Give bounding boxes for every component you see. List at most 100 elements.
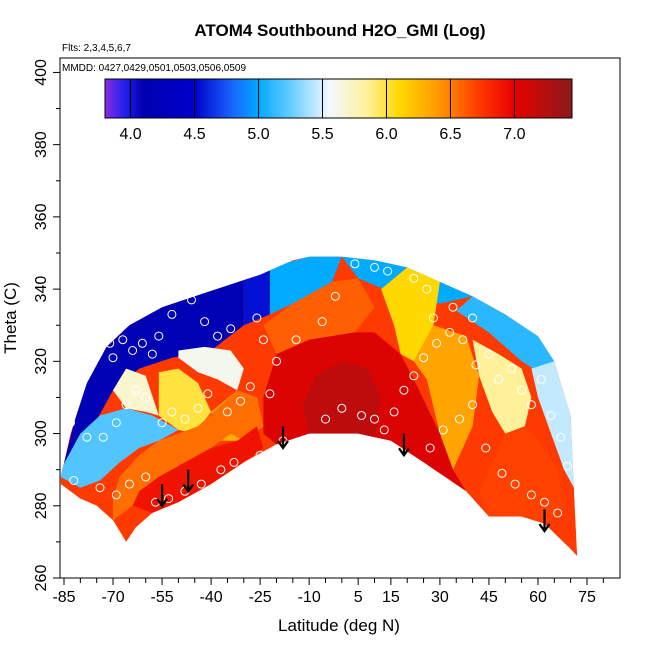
y-tick-label-6: 380 [33, 131, 50, 158]
sample-circle-31 [82, 432, 92, 442]
sample-circle-42 [222, 407, 232, 417]
heatmap-region-7 [178, 346, 244, 391]
sample-circle-44 [245, 382, 255, 392]
colorbar-tick-label-3: 5.5 [311, 126, 333, 143]
y-tick-label-7: 400 [33, 59, 50, 86]
heatmap-region-19 [302, 361, 382, 438]
colorbar-gradient [104, 78, 573, 119]
annotation-arrow-0 [156, 484, 168, 508]
sample-circle-40 [193, 403, 203, 413]
sample-circle-30 [66, 418, 75, 428]
sample-circle-22 [350, 259, 360, 269]
annotation-arrow-4 [538, 509, 551, 533]
sample-circle-86 [497, 468, 507, 478]
x-tick-label-0: -85 [52, 589, 75, 606]
chart-title: ATOM4 Southbound H2O_GMI (Log) [194, 21, 485, 40]
sample-circle-60 [337, 403, 347, 413]
sample-circle-28 [448, 302, 458, 312]
sample-circle-29 [468, 313, 478, 323]
heatmap-region-2 [269, 256, 342, 315]
colorbar-tick-label-0: 4.0 [119, 126, 141, 143]
colorbar-ticks: 4.0 4.5 5.0 5.5 6.0 6.5 7.0 [119, 79, 526, 143]
sample-circle-46 [69, 476, 79, 485]
heatmap-region-10 [158, 368, 212, 434]
heatmap-region-9 [472, 339, 532, 434]
sample-circle-39 [180, 414, 190, 424]
arrow-head [277, 440, 289, 450]
sample-circle-13 [200, 317, 210, 327]
y-tick-label-5: 360 [33, 203, 50, 230]
heatmap-layer [60, 256, 578, 557]
sample-circle-14 [213, 331, 223, 341]
heatmap-region-17 [132, 426, 264, 513]
sample-circle-41 [203, 389, 213, 399]
y-tick-label-0: 260 [33, 565, 50, 592]
x-tick-label-3: -40 [200, 589, 223, 606]
sample-circle-88 [526, 490, 536, 500]
y-axis-label: Theta (C) [1, 282, 20, 354]
sample-circle-64 [389, 407, 399, 417]
sample-circle-16 [252, 313, 262, 323]
sample-circle-25 [409, 273, 419, 283]
heatmap-region-11 [381, 267, 440, 362]
sample-circle-79 [556, 432, 566, 442]
sample-circle-47 [95, 483, 105, 493]
sample-circle-36 [141, 392, 151, 402]
sample-circle-84 [468, 400, 478, 410]
sample-circle-17 [258, 335, 268, 345]
sample-circle-37 [157, 418, 167, 428]
sample-circle-32 [98, 432, 108, 442]
heatmap-regions [60, 256, 574, 524]
sample-circle-9 [147, 349, 157, 359]
x-tick-label-10: 60 [529, 589, 547, 606]
sample-circle-24 [383, 266, 393, 276]
x-tick-label-7: 15 [382, 589, 400, 606]
x-tick-label-2: -55 [151, 589, 174, 606]
colorbar: 4.0 4.5 5.0 5.5 6.0 6.5 7.0 [104, 78, 573, 143]
colorbar-tick-label-5: 6.5 [439, 126, 461, 143]
sample-circle-8 [137, 338, 147, 348]
sample-circle-63 [379, 425, 389, 435]
x-tick-label-1: -70 [101, 589, 124, 606]
x-tick-label-8: 30 [431, 589, 449, 606]
sample-circle-83 [455, 414, 464, 424]
heatmap-region-8 [113, 368, 159, 416]
sample-circle-11 [167, 309, 177, 319]
sample-circle-1 [79, 349, 89, 359]
heatmap-region-16 [479, 426, 565, 524]
y-axis: 260 280 300 320 340 360 380 400 [33, 59, 60, 591]
sample-circle-38 [167, 407, 177, 417]
sample-circle-49 [124, 479, 134, 489]
arrow-head [156, 498, 168, 508]
annotation-arrow-1 [182, 469, 195, 494]
sample-circle-67 [419, 353, 429, 363]
sample-circle-78 [546, 411, 556, 420]
x-axis-label: Latitude (deg N) [278, 616, 400, 635]
sample-circle-90 [553, 508, 563, 518]
sample-circle-52 [164, 494, 174, 504]
heatmap-region-14 [263, 278, 375, 355]
heatmap-region-4 [456, 296, 555, 376]
annotation-arrows [156, 426, 551, 533]
sample-circle-27 [428, 313, 438, 323]
sample-circle-2 [102, 320, 111, 330]
sample-circle-57 [255, 450, 265, 460]
sample-circle-15 [226, 324, 236, 334]
annotation-arrow-3 [398, 433, 410, 458]
sample-circle-48 [111, 490, 121, 500]
heatmap-region-13 [413, 325, 480, 470]
sample-circle-5 [118, 335, 128, 345]
sample-circle-87 [510, 479, 520, 489]
sample-circle-70 [458, 335, 468, 345]
heatmap-region-15 [113, 390, 264, 521]
sample-circle-77 [536, 374, 546, 384]
colorbar-tick-label-2: 5.0 [247, 126, 269, 143]
heatmap-region-1 [243, 267, 270, 326]
sample-circles [66, 259, 572, 518]
sample-circle-76 [526, 400, 536, 410]
sample-circle-71 [471, 360, 481, 370]
sample-circle-12 [187, 295, 196, 305]
annotation-arrow-2 [277, 426, 289, 450]
y-tick-label-1: 280 [33, 492, 50, 519]
